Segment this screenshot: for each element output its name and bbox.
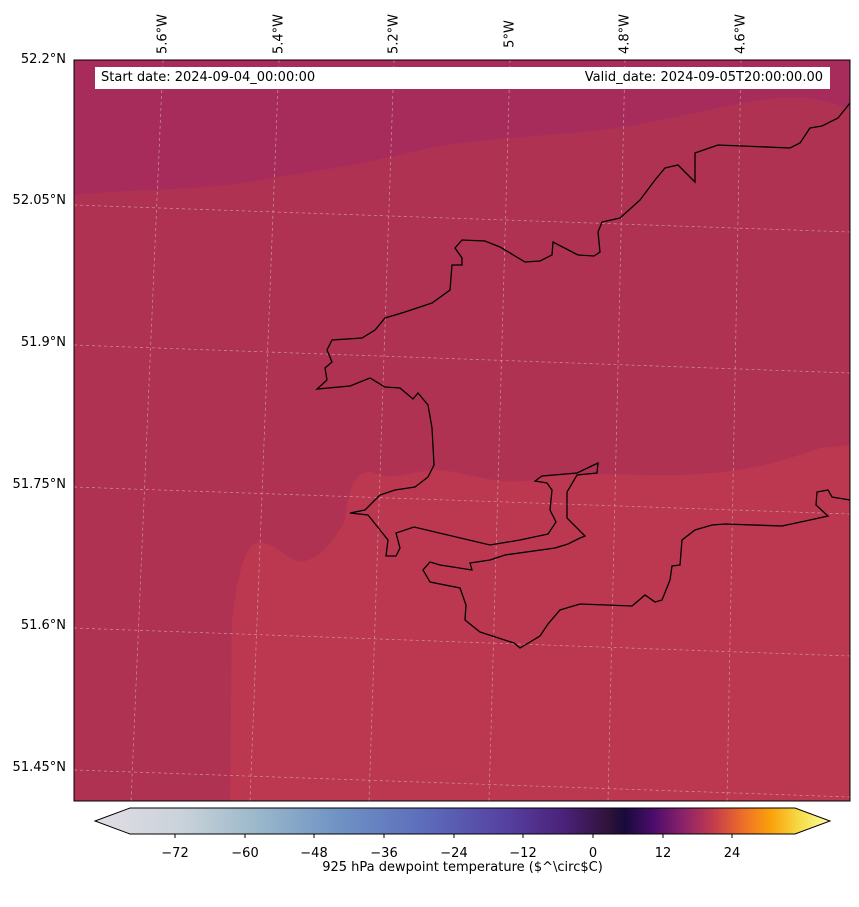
start-date-text: Start date: 2024-09-04_00:00:00 <box>101 70 316 85</box>
date-info-box: Start date: 2024-09-04_00:00:00 Valid_da… <box>95 67 830 89</box>
lat-label-51-6n: 51.6°N <box>20 618 66 633</box>
colorbar-tick-label: 12 <box>654 846 672 861</box>
colorbar-tick-label: 0 <box>588 846 598 861</box>
lat-label-51-9n: 51.9°N <box>20 335 66 350</box>
lon-label-5-6w: 5.6°W <box>155 13 171 55</box>
coastline <box>315 102 850 649</box>
colorbar-tick-label: −48 <box>300 846 328 861</box>
colorbar-label: 925 hPa dewpoint temperature ($^\circ$C) <box>322 860 603 875</box>
colorbar <box>93 807 832 838</box>
colorbar-tick-label: −12 <box>509 846 537 861</box>
valid-date-text: Valid_date: 2024-09-05T20:00:00.00 <box>584 70 823 85</box>
dewpoint-field <box>74 60 850 801</box>
colorbar-tick-label: −60 <box>231 846 259 861</box>
colorbar-tick-label: −36 <box>370 846 398 861</box>
lon-label-4-6w: 4.6°W <box>733 13 749 55</box>
map-frame <box>73 59 851 802</box>
lat-label-52-05n: 52.05°N <box>12 193 66 208</box>
lon-label-5-4w: 5.4°W <box>271 13 287 55</box>
lat-label-51-45n: 51.45°N <box>12 760 66 775</box>
lon-label-5w: 5°W <box>502 20 518 48</box>
graticule <box>74 60 850 801</box>
lon-label-5-2w: 5.2°W <box>386 13 402 55</box>
lat-label-51-75n: 51.75°N <box>12 477 66 492</box>
lon-label-4-8w: 4.8°W <box>617 13 633 55</box>
lat-label-52-2n: 52.2°N <box>20 52 66 67</box>
colorbar-tick-label: −72 <box>161 846 189 861</box>
colorbar-tick-label: 24 <box>723 846 741 861</box>
colorbar-tick-label: −24 <box>440 846 468 861</box>
